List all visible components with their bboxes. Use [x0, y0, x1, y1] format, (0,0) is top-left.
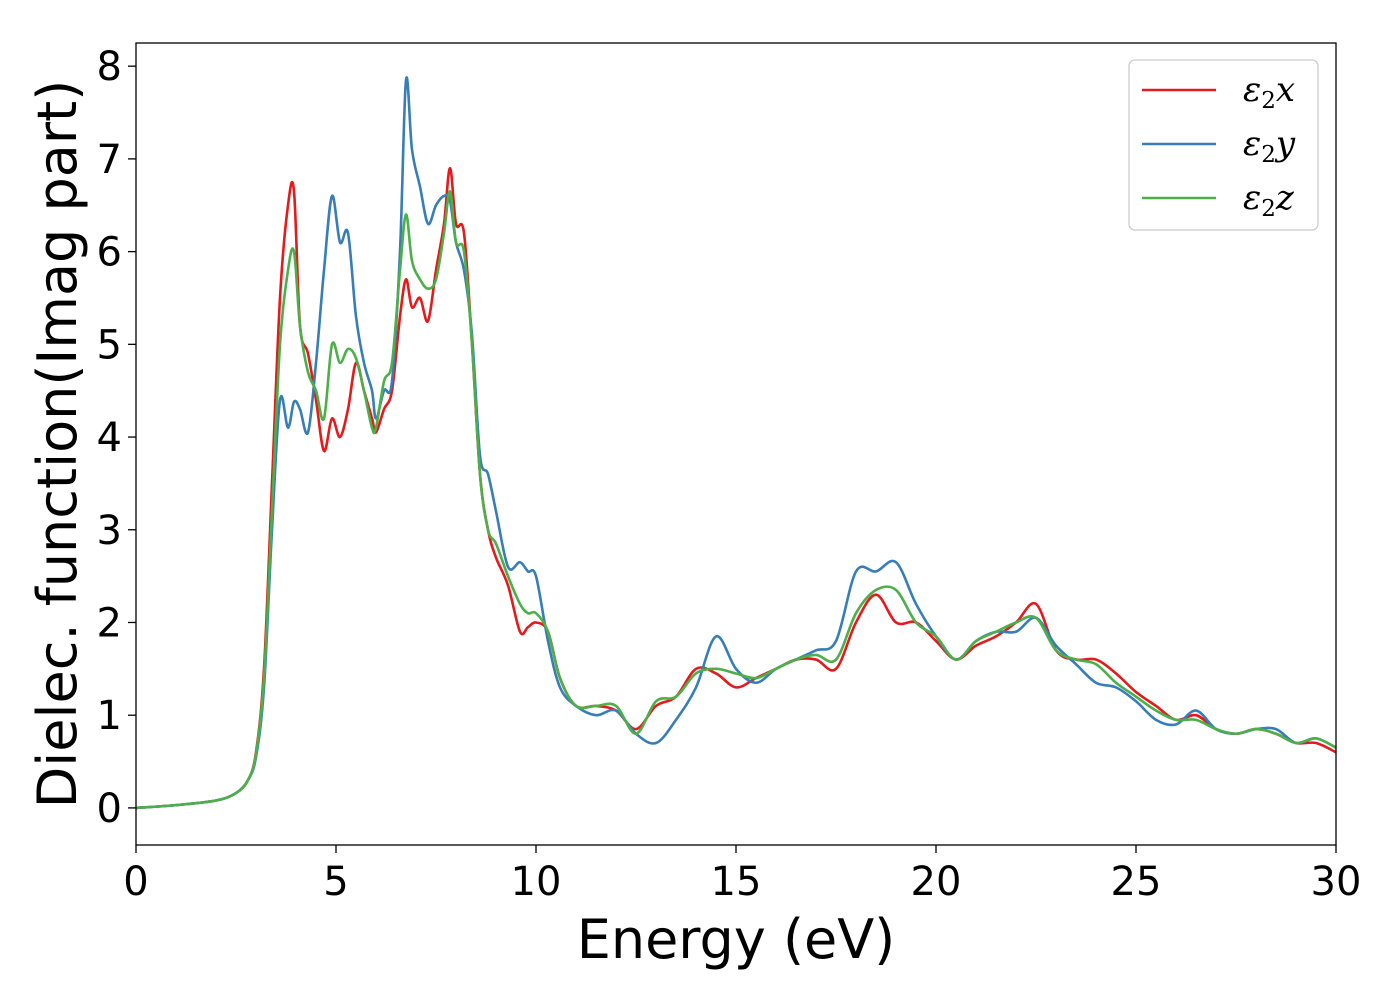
series-line-z	[136, 190, 1336, 810]
legend-label-z: ε2z	[1243, 178, 1295, 222]
y-tick-label: 7	[97, 137, 122, 183]
x-tick-label: 30	[1311, 859, 1362, 905]
legend: ε2x ε2y ε2z	[1128, 59, 1319, 231]
x-tick-label: 5	[323, 859, 348, 905]
legend-label-y: ε2y	[1243, 124, 1296, 168]
legend-label-x: ε2x	[1243, 70, 1295, 114]
y-tick-label: 1	[97, 693, 122, 739]
x-axis-ticks: 0 5 10 15 20 25 30	[123, 845, 1361, 905]
y-tick-label: 8	[97, 44, 122, 90]
x-tick-label: 20	[911, 859, 962, 905]
y-axis-label: Dielec. function(Imag part)	[26, 80, 89, 809]
y-tick-label: 4	[97, 415, 122, 461]
series-line-y	[136, 76, 1336, 810]
series-layer	[136, 76, 1336, 810]
y-tick-label: 3	[97, 508, 122, 554]
x-tick-label: 15	[711, 859, 762, 905]
y-tick-label: 6	[97, 230, 122, 276]
y-tick-label: 2	[97, 600, 122, 646]
y-tick-label: 0	[97, 786, 122, 832]
x-tick-label: 10	[511, 859, 562, 905]
x-tick-label: 0	[123, 859, 148, 905]
legend-box	[1128, 59, 1319, 231]
y-tick-label: 5	[97, 322, 122, 368]
x-axis-label: Energy (eV)	[577, 908, 896, 971]
x-tick-label: 25	[1111, 859, 1162, 905]
y-axis-ticks: 0 1 2 3 4 5 6 7 8	[97, 44, 136, 832]
